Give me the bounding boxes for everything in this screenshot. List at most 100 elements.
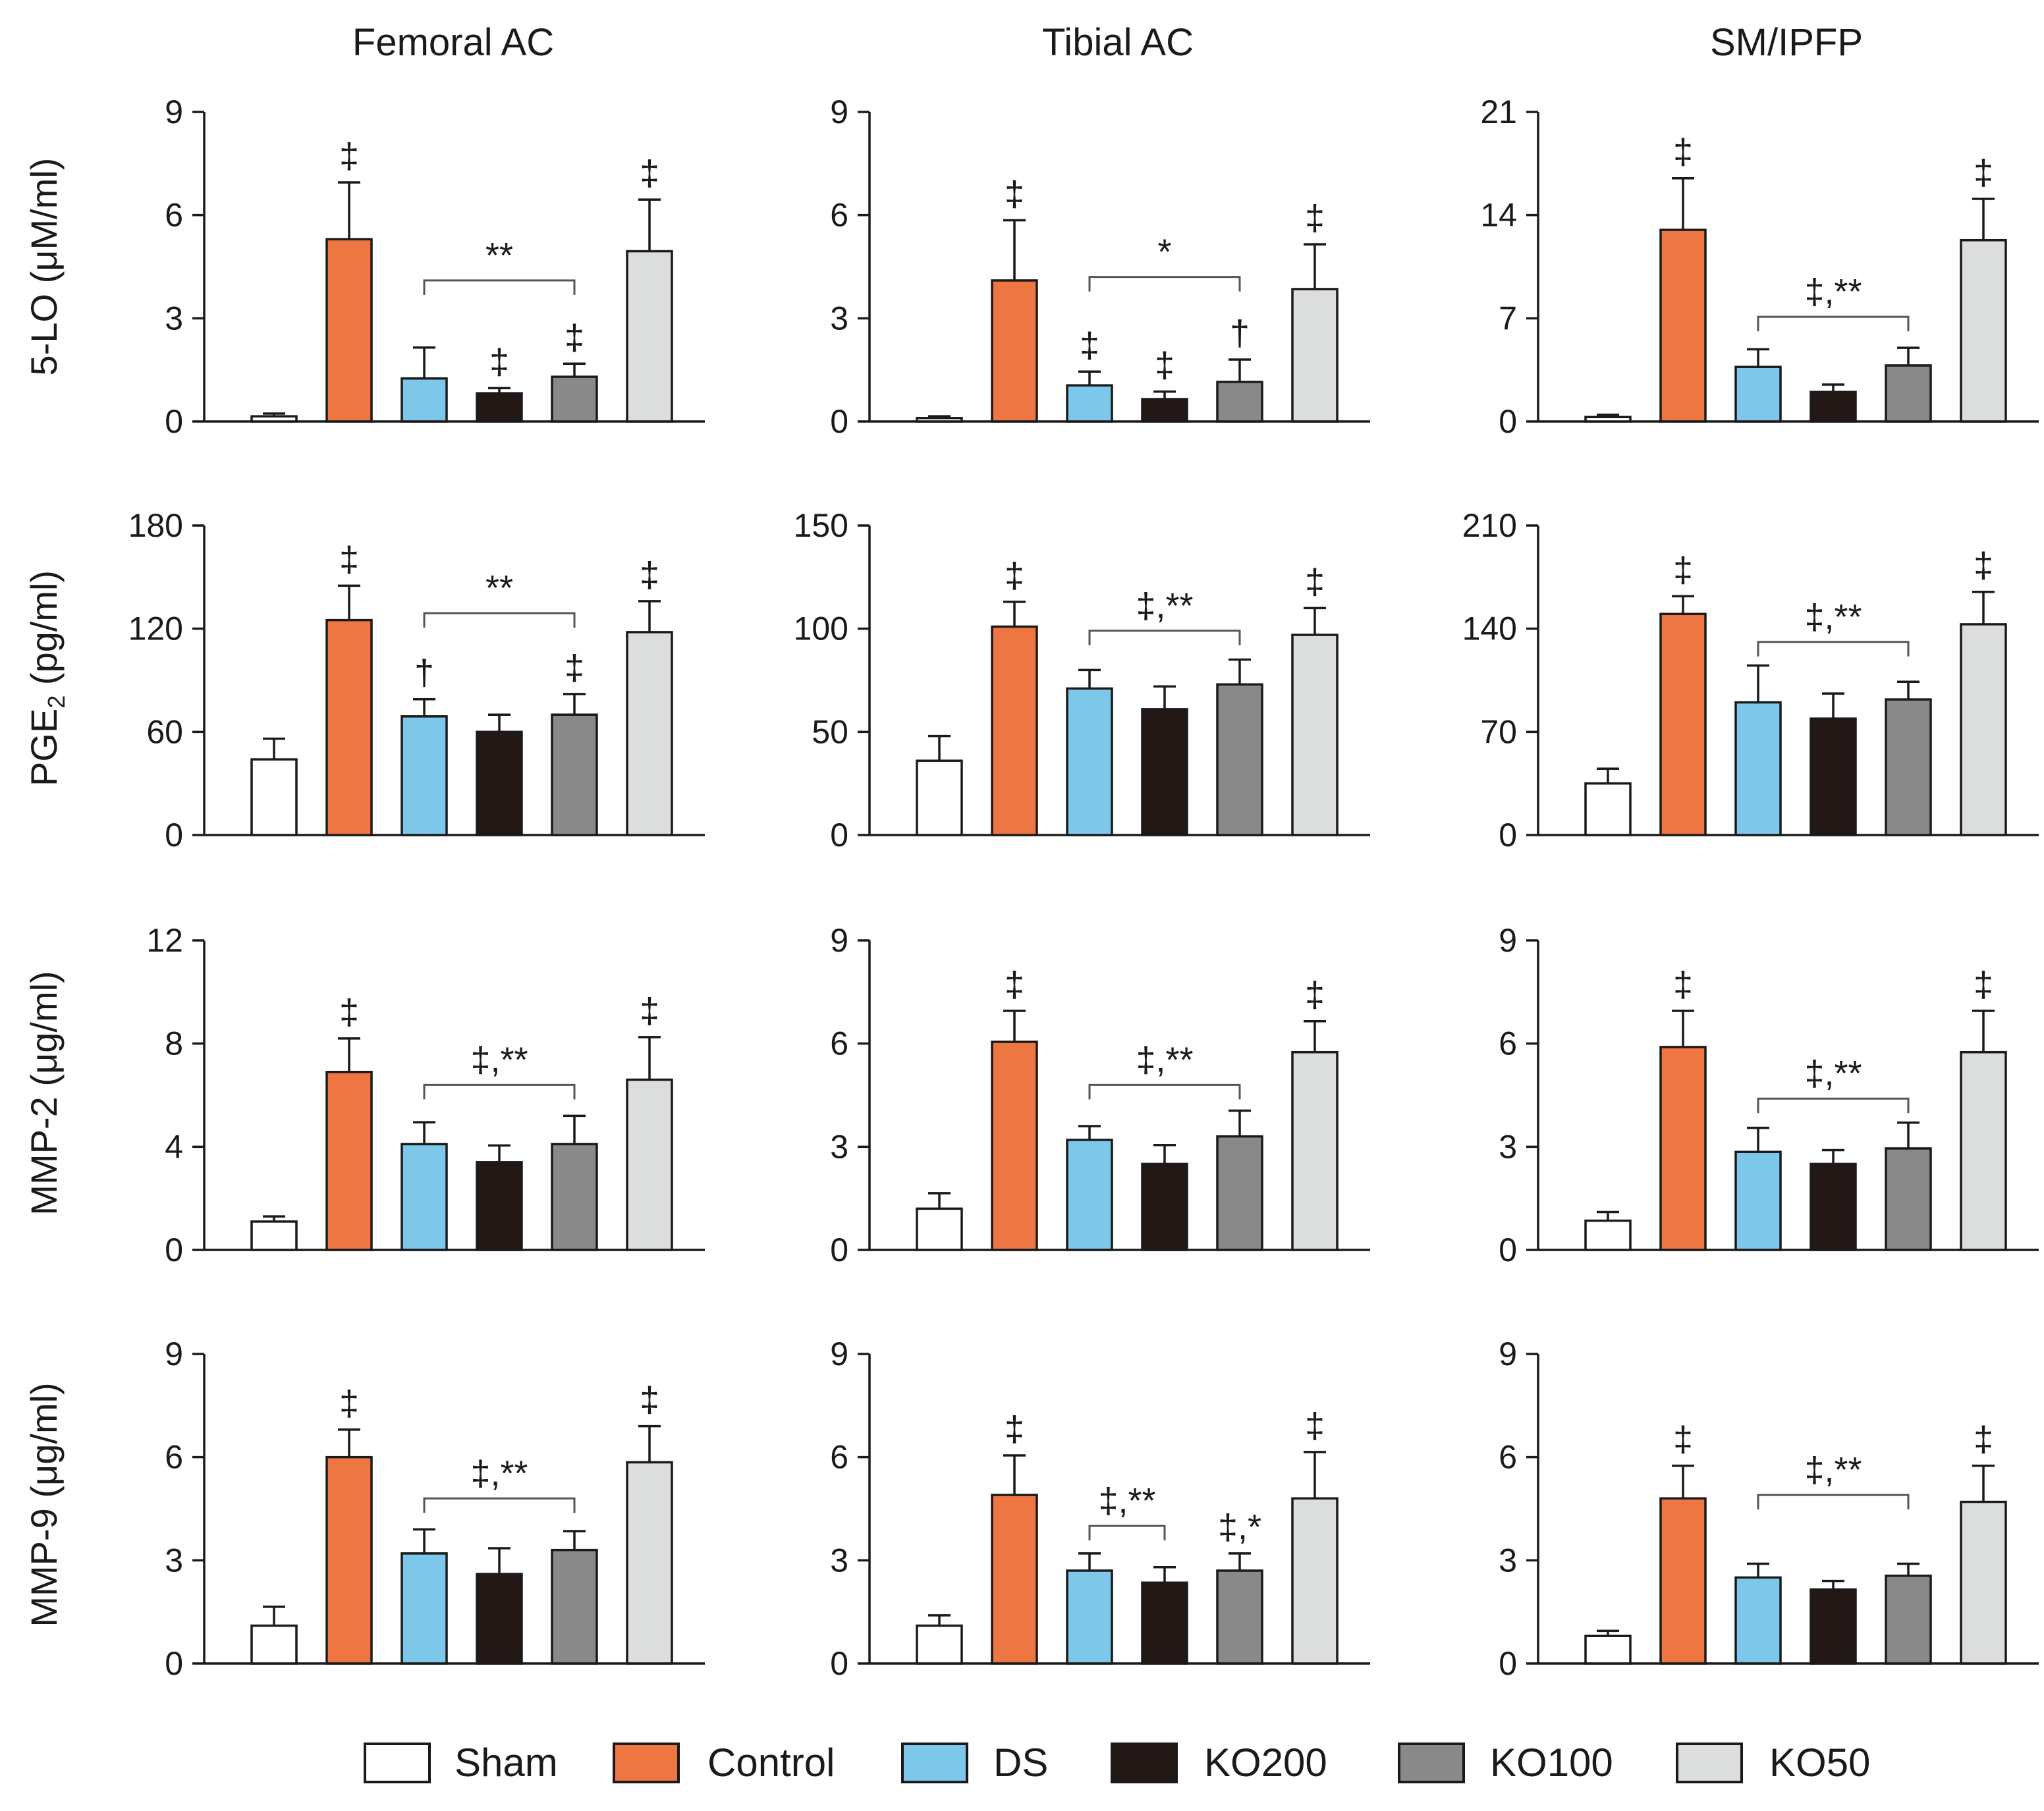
significance-mark: ‡ — [1305, 198, 1325, 238]
bar-ko100 — [1885, 1575, 1932, 1665]
panel-mmp9-tibial: 0 3 6 9 ‡ ‡,* ‡ ‡,** — [830, 1336, 1370, 1682]
comparison-bracket — [1757, 641, 1910, 657]
y-tick-label: 0 — [165, 817, 183, 853]
y-tick-label: 0 — [1499, 817, 1517, 853]
bracket-label: ‡,** — [1804, 272, 1862, 311]
bar-ko100 — [551, 713, 598, 836]
y-tick-label: 180 — [128, 507, 183, 544]
bar-ds — [1066, 1139, 1113, 1251]
legend-item-ds: DS — [901, 1741, 1048, 1785]
y-tick-label: 3 — [830, 1542, 848, 1579]
bar-ko50 — [626, 631, 673, 836]
bar-ds — [1066, 687, 1113, 836]
comparison-bracket — [423, 279, 576, 295]
comparison-bracket — [423, 1497, 576, 1513]
bar-ds — [401, 377, 448, 423]
y-tick-label: 3 — [1499, 1128, 1517, 1165]
y-tick-label: 6 — [830, 197, 848, 234]
bar-ko50 — [1291, 1050, 1339, 1251]
bar-ko50 — [626, 1078, 673, 1251]
bar-ko50 — [1960, 1500, 2007, 1665]
bar-ko100 — [551, 1143, 598, 1251]
y-tick-label: 7 — [1499, 300, 1517, 337]
bar-ko50 — [626, 1461, 673, 1665]
bar-control — [991, 1041, 1038, 1251]
y-tick-label: 60 — [146, 713, 183, 750]
ylabel-mmp9: MMP-9 (μg/ml) — [23, 1382, 65, 1627]
bar-ko200 — [1141, 708, 1188, 836]
bar-ko200 — [476, 1161, 523, 1251]
legend-label-ds: DS — [993, 1741, 1048, 1785]
y-tick-label: 0 — [830, 1645, 848, 1682]
bar-ko200 — [1141, 1162, 1188, 1251]
y-tick-label: 50 — [812, 713, 848, 750]
bar-ko200 — [476, 1573, 523, 1665]
significance-mark: † — [414, 653, 434, 693]
panel-mmp9-smipfp: 0 3 6 9 ‡ ‡ ‡,** — [1499, 1336, 2039, 1682]
y-tick-label: 14 — [1480, 197, 1517, 234]
bar-ko200 — [476, 730, 523, 836]
bar-sham — [1584, 1219, 1632, 1251]
bar-ko50 — [626, 250, 673, 423]
significance-mark: ‡ — [1080, 325, 1099, 365]
legend-swatch-ko200 — [1111, 1743, 1178, 1783]
bar-sham — [1584, 416, 1632, 423]
significance-mark: ‡ — [1974, 546, 1993, 585]
bar-ko200 — [1141, 398, 1188, 423]
significance-mark: ‡ — [1005, 556, 1024, 595]
y-tick-label: 3 — [165, 300, 183, 337]
column-title-1: Tibial AC — [1042, 21, 1194, 64]
significance-mark: ‡ — [1005, 965, 1024, 1004]
bar-ds — [1066, 1569, 1113, 1665]
row-y-axis-labels: 5-LO (μM/ml) PGE2 (pg/ml) MMP-2 (μg/ml) … — [23, 158, 70, 1627]
y-tick-label: 21 — [1480, 94, 1517, 130]
ylabel-pge2: PGE2 (pg/ml) — [23, 570, 70, 786]
legend-swatch-sham — [364, 1743, 431, 1783]
y-tick-label: 140 — [1462, 610, 1517, 647]
column-title-2: SM/IPFP — [1710, 21, 1863, 64]
y-tick-label: 4 — [165, 1128, 183, 1165]
y-tick-label: 100 — [794, 610, 848, 647]
bracket-label: * — [1157, 232, 1171, 272]
panel-mmp2-femoral: 0 4 8 12 ‡ ‡ ‡,** — [146, 922, 705, 1268]
bar-ko200 — [1141, 1581, 1188, 1665]
bar-ko50 — [1960, 1050, 2007, 1251]
bracket-label: ‡,** — [1804, 1450, 1862, 1490]
comparison-bracket — [423, 612, 576, 628]
legend-swatch-ko100 — [1398, 1743, 1465, 1783]
bar-ds — [1734, 365, 1782, 423]
bar-sham — [250, 1624, 298, 1665]
ylabel-pge2-unit: (pg/ml) — [23, 570, 65, 695]
bracket-label: ‡,** — [1804, 1054, 1862, 1093]
bar-ko100 — [1216, 381, 1263, 423]
legend-swatch-ko50 — [1676, 1743, 1743, 1783]
y-tick-label: 0 — [1499, 1645, 1517, 1682]
y-tick-label: 9 — [830, 94, 848, 130]
bar-control — [991, 625, 1038, 836]
bar-ds — [401, 715, 448, 836]
y-tick-label: 3 — [830, 1128, 848, 1165]
y-tick-label: 9 — [830, 922, 848, 959]
panel-5lo-smipfp: 0 7 14 21 ‡ ‡ ‡,** — [1480, 94, 2039, 440]
y-tick-label: 120 — [128, 610, 183, 647]
bar-ko200 — [1809, 1162, 1857, 1251]
legend-item-ko200: KO200 — [1111, 1741, 1327, 1785]
comparison-bracket — [1088, 276, 1241, 292]
bar-ko50 — [1291, 1497, 1339, 1665]
y-tick-label: 210 — [1462, 507, 1517, 544]
bracket-label: ‡,** — [1098, 1481, 1155, 1521]
bar-control — [1659, 1497, 1707, 1665]
y-tick-label: 70 — [1480, 713, 1517, 750]
y-tick-label: 9 — [830, 1336, 848, 1372]
legend-item-ko100: KO100 — [1398, 1741, 1613, 1785]
bar-ds — [1734, 1576, 1782, 1665]
bar-sham — [916, 1624, 963, 1665]
bar-ko50 — [1960, 238, 2007, 423]
panel-mmp2-smipfp: 0 3 6 9 ‡ ‡ ‡,** — [1499, 922, 2039, 1268]
y-tick-label: 0 — [830, 1231, 848, 1268]
bar-ds — [1734, 1150, 1782, 1251]
y-tick-label: 3 — [1499, 1542, 1517, 1579]
legend-label-ko100: KO100 — [1490, 1741, 1613, 1785]
ylabel-mmp2: MMP-2 (μg/ml) — [23, 971, 65, 1215]
bracket-label: ‡,** — [470, 1453, 528, 1493]
